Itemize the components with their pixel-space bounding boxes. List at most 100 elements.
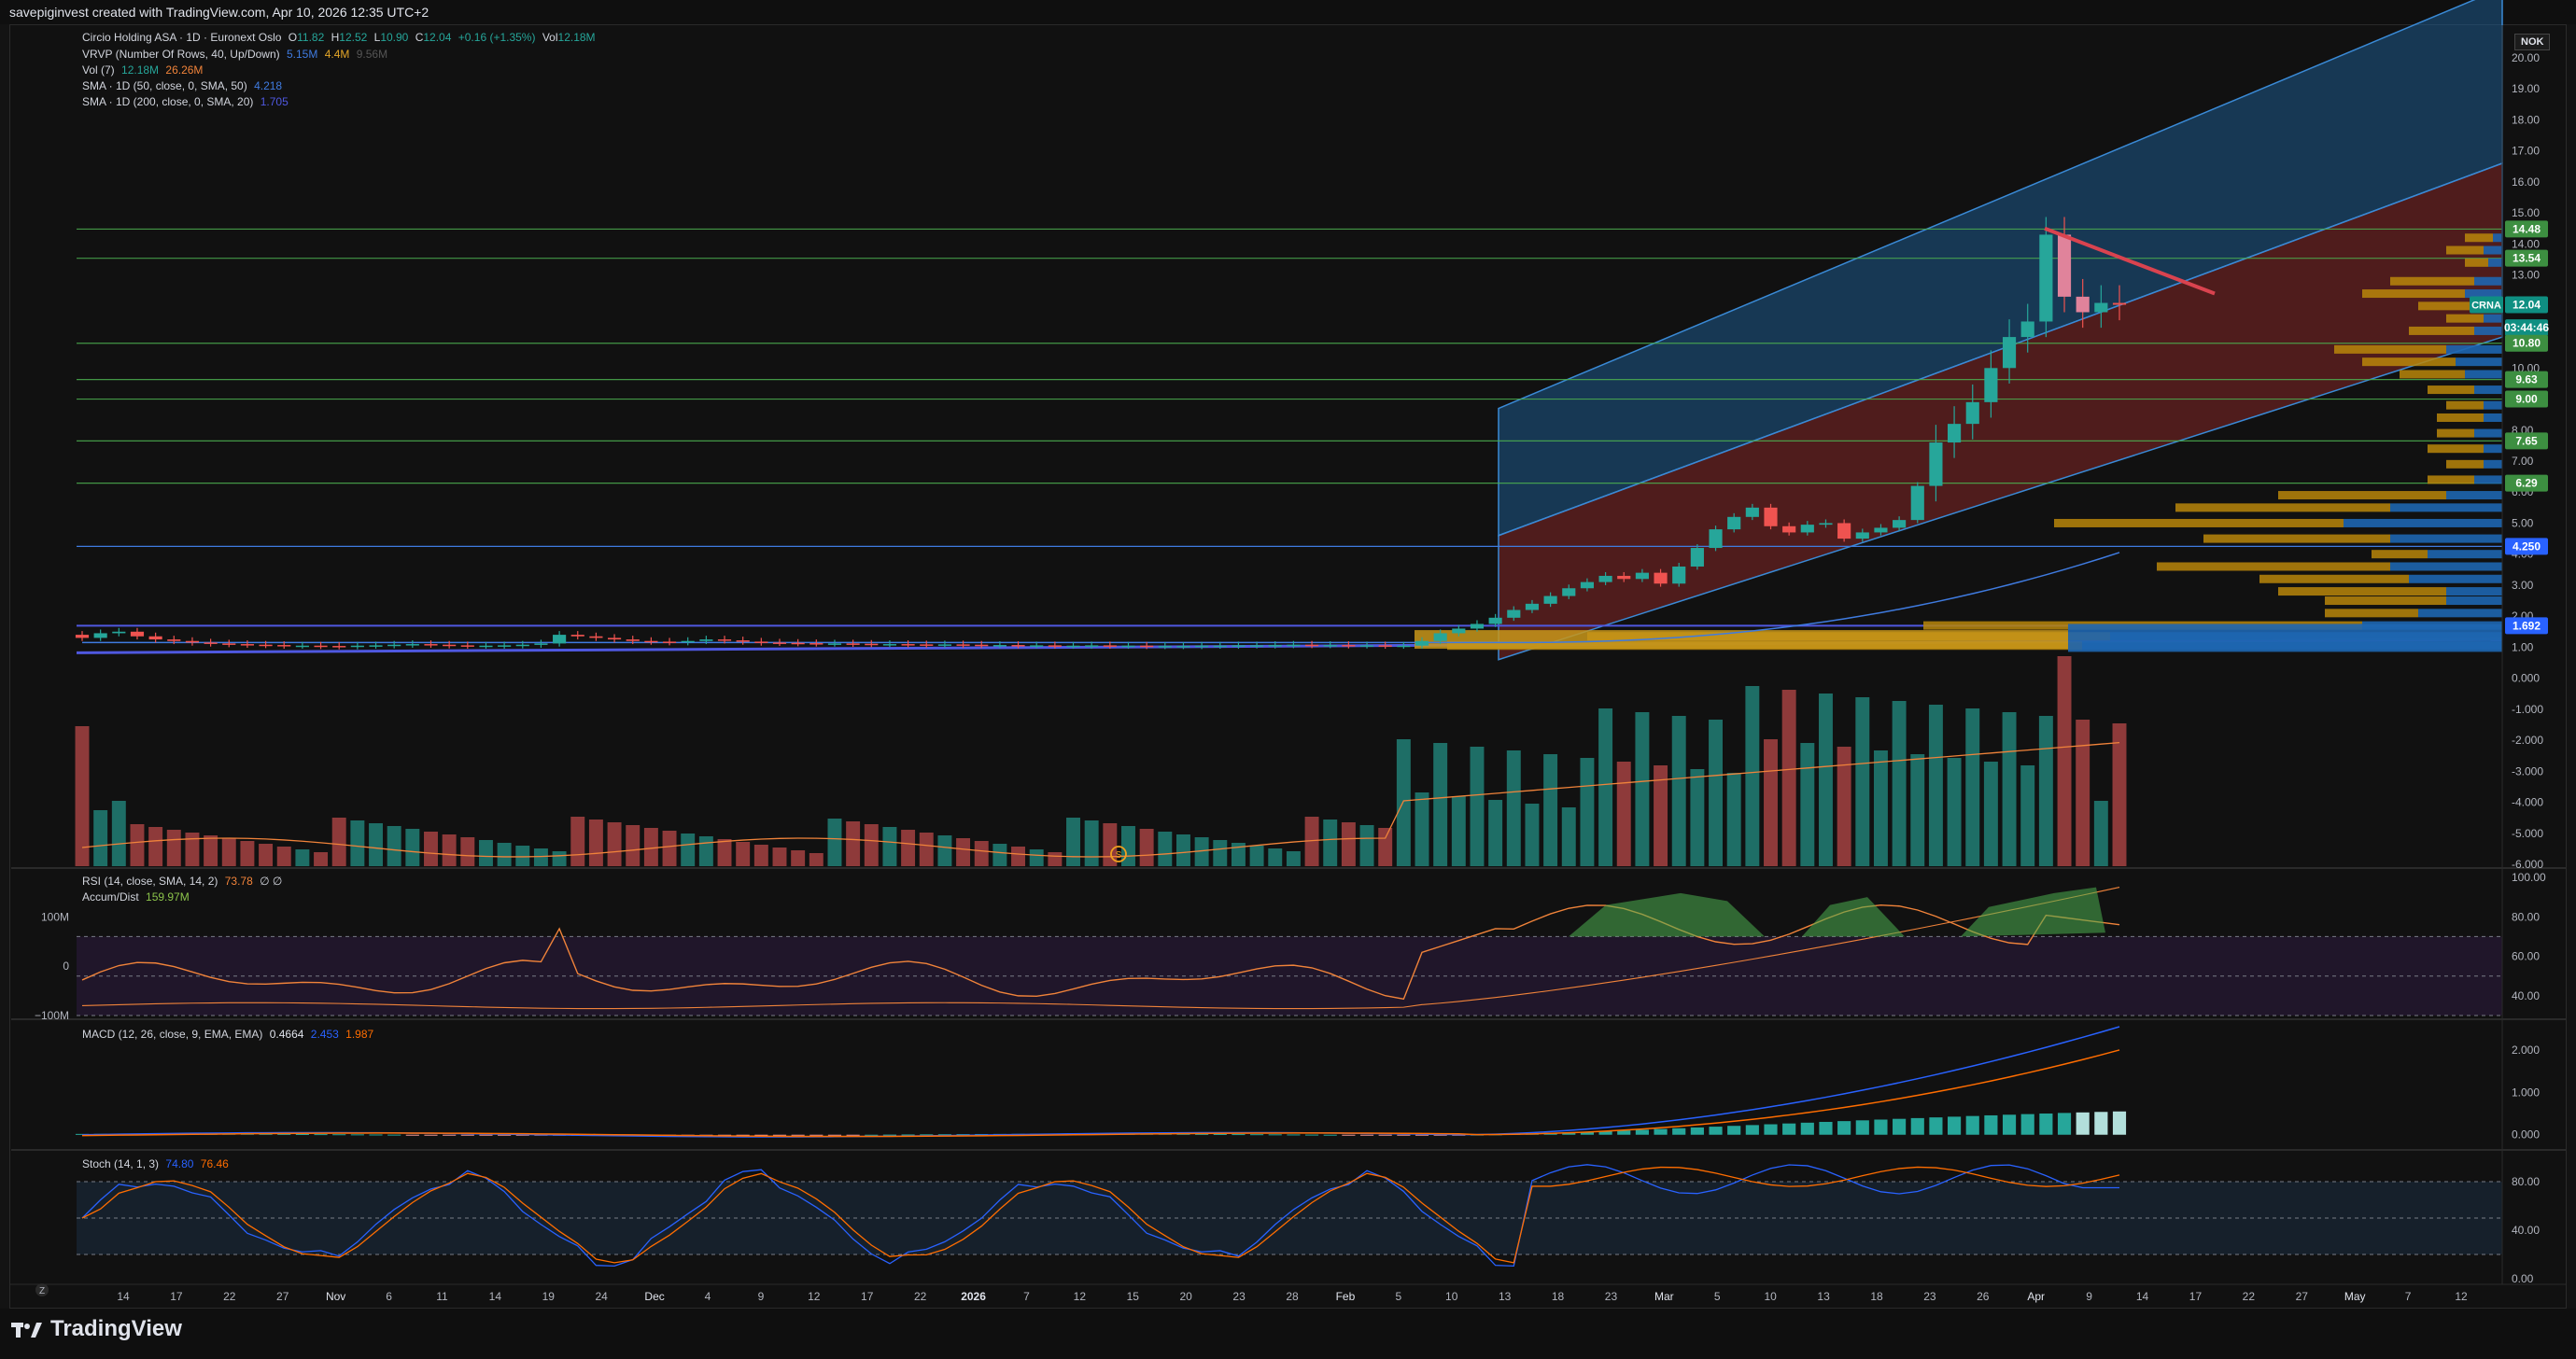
candle-up	[1672, 566, 1686, 584]
volume-bar-down	[185, 833, 200, 866]
legend-rsi-row[interactable]: RSI (14, close, SMA, 14, 2) 73.78 ∅ ∅	[82, 875, 282, 888]
candle-down	[717, 639, 732, 641]
price-tick-label: 19.00	[2512, 82, 2540, 95]
legend-vrvp-row[interactable]: VRVP (Number Of Rows, 40, Up/Down) 5.15M…	[82, 48, 387, 61]
legend-vol7-ma: 26.26M	[165, 63, 204, 77]
macd-histogram-bar	[1562, 1132, 1576, 1135]
tradingview-brand[interactable]: TradingView	[11, 1316, 182, 1342]
volume-profile-up	[2484, 459, 2502, 469]
candle-down	[607, 637, 622, 640]
volume-bar-up	[2093, 801, 2108, 866]
time-tick-label: 22	[2243, 1290, 2256, 1303]
legend-ad-row[interactable]: Accum/Dist 159.97M	[82, 890, 190, 904]
time-tick-label: 20	[1180, 1290, 1193, 1303]
legend-vrvp-total: 9.56M	[356, 48, 388, 61]
stoch-d-line	[81, 1166, 2120, 1264]
macd-histogram-bar	[277, 1133, 291, 1135]
legend-rsi-extra: ∅ ∅	[260, 875, 283, 888]
currency-button[interactable]: NOK	[2514, 34, 2551, 50]
volume-profile-down	[2437, 413, 2484, 422]
legend-vrvp-label: VRVP (Number Of Rows, 40, Up/Down)	[82, 48, 280, 61]
candle-down	[185, 640, 200, 643]
volume-bar-down	[607, 822, 622, 866]
candle-down	[809, 643, 823, 645]
candle-down	[259, 644, 273, 647]
volume-bar-down	[974, 841, 989, 866]
macd-histogram-bar	[259, 1133, 273, 1135]
macd-histogram-bar	[1782, 1123, 1796, 1135]
candle-down	[1654, 572, 1668, 584]
volume-profile-up	[2446, 344, 2502, 354]
volume-bar-up	[387, 826, 401, 866]
volume-bar-down	[1048, 852, 1063, 866]
candle-down	[846, 643, 860, 645]
volume-bar-up	[827, 819, 842, 866]
volume-bar-up	[1892, 701, 1907, 866]
candle-up	[681, 640, 695, 643]
volume-bar-up	[1194, 837, 1209, 866]
macd-histogram-bar	[1764, 1124, 1778, 1135]
volume-bar-up	[1709, 720, 1724, 866]
time-tick-label: 27	[276, 1290, 289, 1303]
macd-histogram-bar	[937, 1134, 951, 1136]
candle-down	[1304, 644, 1319, 647]
candle-up	[1323, 645, 1337, 647]
volume-bar-down	[148, 827, 163, 866]
price-tick-label: 20.00	[2512, 51, 2540, 64]
time-tick-label: 9	[2086, 1290, 2092, 1303]
volume-profile-up	[2409, 574, 2502, 583]
volume-ma-line	[81, 741, 2120, 858]
candle-up	[93, 633, 107, 638]
volume-profile-down	[2054, 518, 2344, 527]
volume-profile-down	[2325, 596, 2446, 606]
volume-profile-down	[2259, 574, 2409, 583]
legend-macd-signal: 1.987	[345, 1028, 374, 1041]
price-badge	[2505, 390, 2548, 408]
macd-histogram-bar	[369, 1134, 383, 1136]
volume-profile-up	[2488, 258, 2502, 267]
time-tick-label: Nov	[326, 1290, 345, 1303]
timezone-icon	[35, 1283, 49, 1296]
time-tick-label: 11	[436, 1290, 448, 1303]
candle-up	[515, 644, 529, 647]
time-tick-label: 14	[117, 1290, 130, 1303]
candle-up	[1250, 645, 1264, 647]
legend-vol7-row[interactable]: Vol (7) 12.18M 26.26M	[82, 63, 203, 77]
time-tick-label: 4	[705, 1290, 711, 1303]
candle-up	[1525, 603, 1540, 610]
candle-up	[479, 645, 493, 648]
candle-down	[167, 639, 181, 641]
macd-histogram-bar	[2002, 1114, 2017, 1135]
candle-up	[1470, 623, 1485, 629]
volume-bar-up	[1029, 849, 1044, 866]
volume-bar-up	[1525, 804, 1540, 866]
legend-stoch-row[interactable]: Stoch (14, 1, 3) 74.80 76.46	[82, 1157, 229, 1170]
macd-histogram-bar	[405, 1134, 419, 1136]
macd-histogram-bar	[1268, 1134, 1282, 1136]
dividend-marker-label: S	[1116, 850, 1122, 861]
macd-histogram-bar	[515, 1134, 529, 1136]
legend-macd-row[interactable]: MACD (12, 26, close, 9, EMA, EMA) 0.4664…	[82, 1028, 373, 1041]
candle-up	[1397, 645, 1411, 648]
macd-histogram-bar	[498, 1134, 512, 1136]
volume-bar-up	[1965, 708, 1980, 866]
price-tick-label: -4.000	[2512, 796, 2543, 809]
candle-down	[1048, 645, 1062, 647]
time-tick-label: 18	[1870, 1290, 1883, 1303]
legend-symbol: Circio Holding ASA · 1D · Euronext Oslo	[82, 31, 282, 44]
volume-profile-down	[2400, 370, 2465, 379]
legend-sma50-row[interactable]: SMA · 1D (50, close, 0, SMA, 50) 4.218	[82, 79, 282, 92]
time-tick-label: 10	[1765, 1290, 1778, 1303]
volume-bar-up	[1415, 792, 1429, 866]
candle-down	[662, 641, 677, 643]
time-tick-label: 28	[1286, 1290, 1299, 1303]
candle-down	[2076, 296, 2090, 313]
legend-low: 10.90	[380, 31, 409, 44]
legend-sma200-row[interactable]: SMA · 1D (200, close, 0, SMA, 20) 1.705	[82, 95, 289, 108]
volume-bar-down	[809, 853, 823, 866]
legend-macd-hist: 0.4664	[269, 1028, 304, 1041]
candle-down	[240, 644, 254, 646]
volume-bar-up	[1983, 762, 1998, 866]
macd-histogram-bar	[1232, 1134, 1246, 1136]
